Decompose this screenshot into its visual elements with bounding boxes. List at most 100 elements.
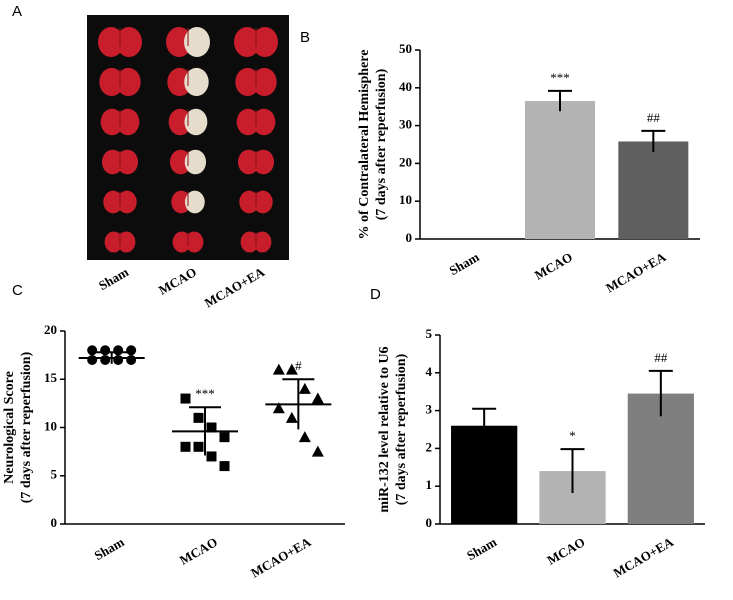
point <box>285 363 298 375</box>
y-tick-label: 0 <box>426 515 433 530</box>
y-tick-label: 20 <box>44 322 57 337</box>
x-tick-label: Sham <box>92 534 127 563</box>
slice <box>98 27 124 57</box>
y-tick-label: 0 <box>406 230 413 245</box>
slice <box>116 108 140 136</box>
slice <box>116 190 137 214</box>
panel-label: B <box>300 29 310 46</box>
significance: *** <box>550 70 570 85</box>
y-axis-label: Neurological Score <box>2 371 17 484</box>
point <box>87 354 98 365</box>
slice <box>116 27 142 57</box>
slice <box>104 231 123 253</box>
panel-label: C <box>12 282 23 299</box>
y-tick-label: 30 <box>399 117 412 132</box>
slice <box>116 67 141 97</box>
y-tick-label: 50 <box>399 41 412 56</box>
slice <box>172 231 191 253</box>
point <box>100 354 111 365</box>
point <box>206 422 217 433</box>
point <box>298 431 311 443</box>
point <box>126 354 137 365</box>
point <box>298 382 311 394</box>
x-tick-label: MCAO <box>544 534 587 568</box>
panel-label: A <box>12 3 22 20</box>
point <box>100 345 111 356</box>
x-tick-label: Sham <box>464 534 499 563</box>
y-axis-label: (7 days after reperfusion) <box>394 353 409 505</box>
y-axis-label: % of Contralateral Hemisphere <box>357 50 372 240</box>
slice <box>99 67 124 97</box>
slice <box>239 190 260 214</box>
slice <box>167 67 192 97</box>
slice <box>171 190 192 214</box>
slice <box>184 67 209 97</box>
slice <box>100 108 124 136</box>
point <box>219 432 230 443</box>
point <box>285 411 298 423</box>
column-label: Sham <box>96 264 131 293</box>
x-tick-label: MCAO+EA <box>248 534 314 581</box>
slice <box>184 149 207 175</box>
y-tick-label: 15 <box>44 370 58 385</box>
slice <box>117 231 136 253</box>
slice <box>234 27 260 57</box>
slice <box>166 27 192 57</box>
x-tick-label: MCAO <box>177 534 220 568</box>
column-label: MCAO+EA <box>202 264 268 311</box>
x-tick-label: MCAO+EA <box>603 249 669 296</box>
y-tick-label: 5 <box>426 326 433 341</box>
x-tick-label: Sham <box>447 249 482 278</box>
y-tick-label: 2 <box>426 439 433 454</box>
slice <box>237 149 260 175</box>
slice <box>101 149 124 175</box>
bar <box>618 141 689 239</box>
slice <box>103 190 124 214</box>
y-axis-label: (7 days after reperfusion) <box>374 68 389 220</box>
brain-image <box>87 15 289 260</box>
point <box>206 451 217 462</box>
slice <box>184 27 210 57</box>
column-label: MCAO <box>156 264 199 298</box>
y-tick-label: 5 <box>51 467 58 482</box>
panel-label: D <box>370 286 381 303</box>
bar <box>525 101 595 239</box>
slice <box>252 190 273 214</box>
slice <box>252 108 276 136</box>
y-tick-label: 10 <box>399 192 412 207</box>
point <box>126 345 137 356</box>
point <box>193 441 204 452</box>
point <box>113 345 124 356</box>
slice <box>252 27 278 57</box>
point <box>180 393 191 404</box>
y-axis-label: miR-132 level relative to U6 <box>377 346 392 512</box>
slice <box>252 149 275 175</box>
y-tick-label: 1 <box>426 477 433 492</box>
slice <box>235 67 260 97</box>
point <box>272 363 285 375</box>
point <box>311 445 324 457</box>
slice <box>184 108 208 136</box>
y-tick-label: 4 <box>426 364 433 379</box>
slice <box>252 67 277 97</box>
x-tick-label: MCAO <box>532 249 575 283</box>
point <box>87 345 98 356</box>
slice <box>116 149 139 175</box>
y-axis-label: (7 days after reperfusion) <box>19 351 34 503</box>
point <box>180 441 191 452</box>
y-tick-label: 3 <box>426 402 433 417</box>
slice <box>236 108 260 136</box>
point <box>219 461 230 472</box>
slice <box>185 231 204 253</box>
point <box>272 402 285 414</box>
slice <box>168 108 192 136</box>
slice <box>253 231 272 253</box>
point <box>193 412 204 423</box>
significance: * <box>569 428 576 443</box>
slice <box>169 149 192 175</box>
slice <box>184 190 205 214</box>
brain-slices <box>98 27 278 253</box>
x-tick-label: MCAO+EA <box>611 534 677 581</box>
point <box>311 392 324 404</box>
